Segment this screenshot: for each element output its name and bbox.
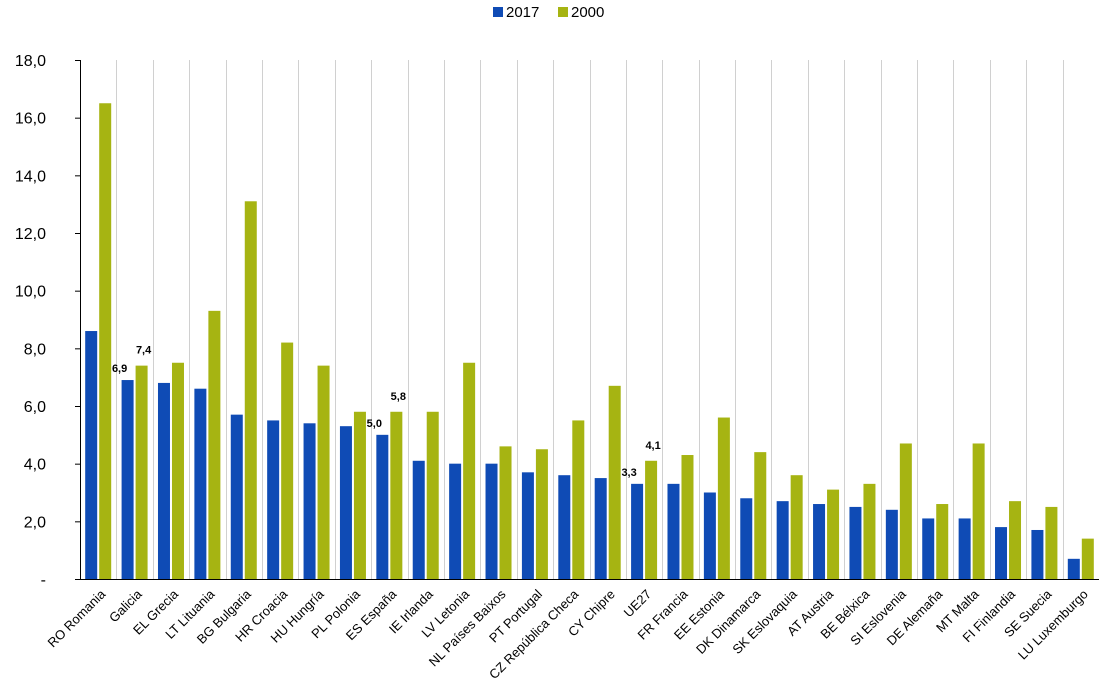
bar-2017-15 xyxy=(631,483,644,579)
bar-2017-10 xyxy=(449,463,462,579)
bar-2000-6 xyxy=(317,365,330,579)
bar-2000-12 xyxy=(535,449,548,579)
y-tick-label: 6,0 xyxy=(24,399,46,416)
bar-2000-3 xyxy=(208,310,221,579)
bar-2000-2 xyxy=(171,362,184,579)
bar-2017-5 xyxy=(267,420,280,579)
y-tick-label: 4,0 xyxy=(24,457,46,474)
data-label: 3,3 xyxy=(621,467,636,479)
legend-swatch-2000 xyxy=(558,7,568,17)
bar-2000-22 xyxy=(899,443,912,579)
bar-2017-25 xyxy=(995,527,1008,579)
bar-2017-14 xyxy=(594,478,607,579)
data-label: 5,8 xyxy=(391,391,406,403)
data-label: 7,4 xyxy=(136,345,152,357)
legend-label-2000: 2000 xyxy=(571,4,604,21)
bar-2000-16 xyxy=(681,455,694,579)
x-tick-label: UE27 xyxy=(621,587,655,621)
bar-2017-12 xyxy=(521,472,534,579)
bar-2000-8 xyxy=(390,411,403,579)
bar-2017-17 xyxy=(703,492,716,579)
bar-2000-23 xyxy=(936,504,949,579)
bar-2000-18 xyxy=(754,452,767,579)
bar-2017-21 xyxy=(849,506,862,579)
bar-2017-9 xyxy=(412,460,425,579)
bar-2000-17 xyxy=(717,417,730,579)
y-tick-label: 14,0 xyxy=(15,168,46,185)
bar-2017-26 xyxy=(1031,529,1044,579)
bar-2017-4 xyxy=(230,414,243,579)
bar-2000-13 xyxy=(572,420,585,579)
bar-2017-27 xyxy=(1067,558,1080,579)
bar-2017-0 xyxy=(85,331,98,579)
bar-2000-10 xyxy=(463,362,476,579)
y-tick-label: 12,0 xyxy=(15,226,46,243)
bar-2000-4 xyxy=(244,201,257,579)
bar-2000-11 xyxy=(499,446,512,579)
data-label: 5,0 xyxy=(367,418,382,430)
bar-2017-23 xyxy=(922,518,935,579)
bar-2000-14 xyxy=(608,385,621,579)
bar-2000-1 xyxy=(135,365,148,579)
y-tick-label: 10,0 xyxy=(15,284,46,301)
bar-2017-24 xyxy=(958,518,971,579)
bar-2000-7 xyxy=(353,411,366,579)
bar-2000-25 xyxy=(1009,501,1022,579)
y-tick-label: 2,0 xyxy=(24,514,46,531)
y-tick-label: 16,0 xyxy=(15,111,46,128)
y-tick-label: 18,0 xyxy=(15,53,46,70)
bar-2000-9 xyxy=(426,411,439,579)
bar-2017-22 xyxy=(885,509,898,579)
bar-2017-11 xyxy=(485,463,498,579)
bar-2017-3 xyxy=(194,388,207,579)
y-tick-label: 8,0 xyxy=(24,341,46,358)
bar-2017-2 xyxy=(157,382,170,579)
legend-label-2017: 2017 xyxy=(506,4,539,21)
bar-2017-18 xyxy=(740,498,753,579)
bar-2000-27 xyxy=(1081,538,1094,579)
bar-2000-20 xyxy=(827,489,840,579)
bar-2000-24 xyxy=(972,443,985,579)
bar-2017-16 xyxy=(667,483,680,579)
bar-2017-7 xyxy=(339,426,352,579)
bar-2000-0 xyxy=(99,103,112,579)
bar-2000-15 xyxy=(645,460,658,579)
bar-2000-21 xyxy=(863,483,876,579)
legend-swatch-2017 xyxy=(493,7,503,17)
bar-2000-26 xyxy=(1045,506,1058,579)
bar-2017-1 xyxy=(121,380,134,579)
x-tick-label: RO Romania xyxy=(45,586,109,650)
y-tick-label: - xyxy=(41,572,46,589)
bar-2017-8 xyxy=(376,434,389,579)
data-label: 6,9 xyxy=(112,363,127,375)
data-label: 4,1 xyxy=(645,440,660,452)
bar-2017-13 xyxy=(558,475,571,579)
bar-2017-19 xyxy=(776,501,789,579)
bar-2017-6 xyxy=(303,423,316,579)
bar-2000-19 xyxy=(790,475,803,579)
bar-2000-5 xyxy=(281,342,294,579)
bar-2017-20 xyxy=(813,504,826,579)
